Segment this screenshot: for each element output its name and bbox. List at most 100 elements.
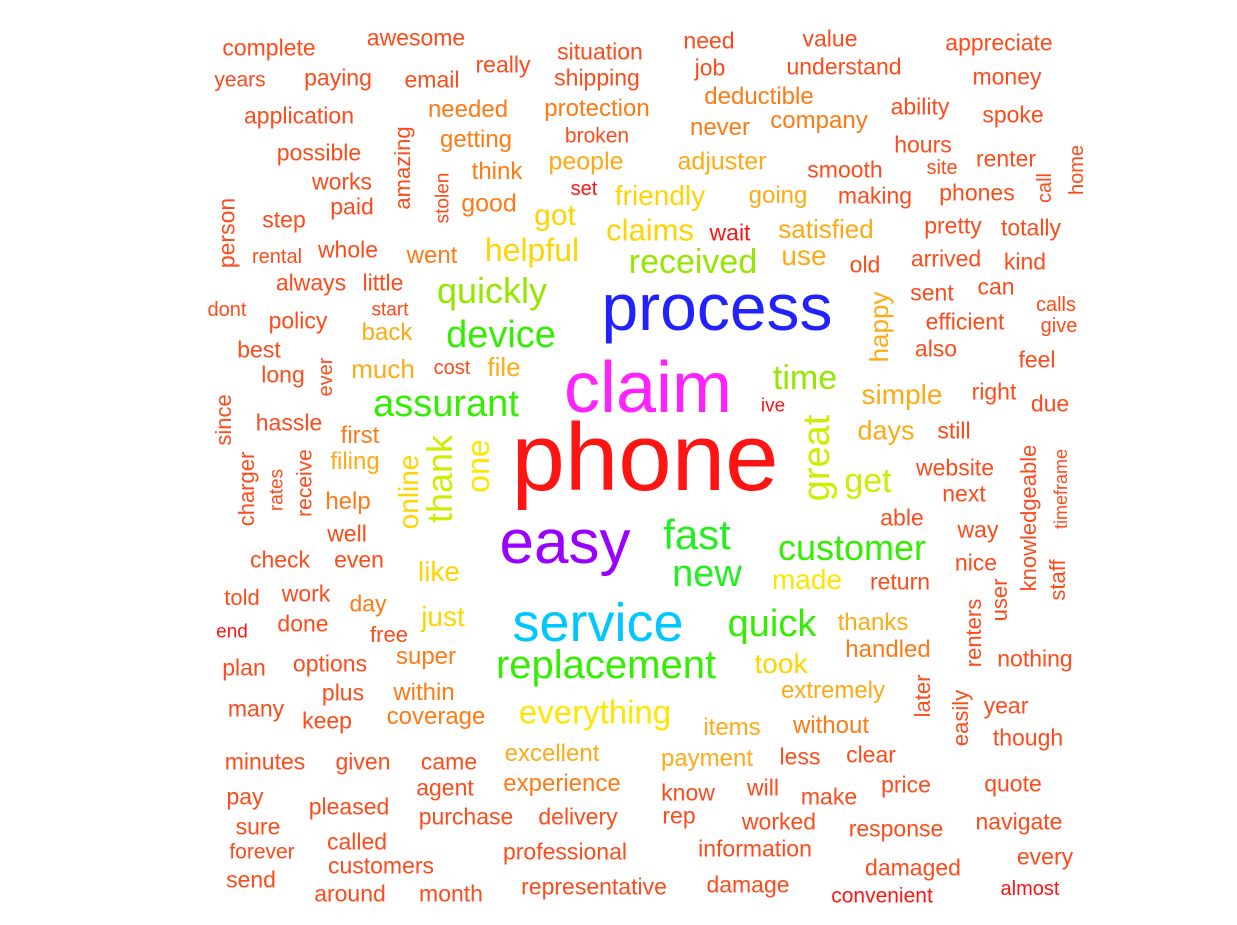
word-knowledgeable: knowledgeable [1016,444,1041,592]
word-first: first [340,422,380,449]
word-charger: charger [234,451,259,527]
word-dont: dont [207,299,247,321]
word-policy: policy [268,307,328,334]
word-device: device [446,314,556,356]
word-purchase: purchase [418,803,514,830]
word-within: within [393,679,455,706]
word-shipping: shipping [554,64,640,91]
word-totally: totally [1000,214,1062,241]
word-pay: pay [226,783,264,810]
word-know: know [661,779,715,806]
word-super: super [395,643,457,670]
word-delivery: delivery [538,803,618,830]
word-new: new [672,553,742,595]
word-items: items [703,714,761,741]
word-plus: plus [321,679,365,706]
word-hours: hours [894,131,952,158]
word-thank: thank [419,434,460,524]
word-friendly: friendly [614,180,706,211]
word-went: went [406,242,458,269]
word-quote: quote [984,770,1042,797]
word-well: well [327,520,367,547]
word-without: without [792,712,870,739]
word-easily: easily [948,689,973,747]
word-around: around [314,880,386,907]
word-given: given [335,748,391,775]
word-convenient: convenient [831,884,933,908]
word-helpful: helpful [484,232,580,268]
word-simple: simple [861,379,943,410]
word-process: process [601,270,833,344]
word-smooth: smooth [807,156,883,183]
word-worked: worked [741,808,817,835]
word-never: never [689,114,751,141]
word-can: can [977,273,1015,300]
word-fast: fast [663,511,731,558]
word-assurant: assurant [373,383,519,425]
word-ive: ive [760,395,786,417]
word-extremely: extremely [780,677,886,704]
word-damaged: damaged [865,854,961,881]
word-made: made [771,564,843,595]
word-ability: ability [890,93,950,120]
word-phones: phones [939,179,1015,206]
word-value: value [802,25,858,52]
word-also: also [914,335,958,362]
word-right: right [971,378,1017,405]
word-satisfied: satisfied [778,214,874,244]
word-done: done [277,610,329,637]
word-old: old [849,251,881,278]
word-renter: renter [975,145,1037,172]
word-clear: clear [846,741,896,768]
word-phone: phone [511,404,779,511]
word-got: got [534,199,576,232]
word-long: long [261,361,305,388]
word-told: told [224,585,260,610]
word-one: one [460,439,496,493]
word-send: send [226,866,276,893]
word-experience: experience [503,770,621,797]
word-even: even [334,546,384,573]
word-coverage: coverage [386,703,486,730]
word-going: going [748,182,808,209]
word-need: need [683,27,735,54]
word-feel: feel [1018,346,1056,373]
word-customers: customers [327,852,435,879]
word-years: years [214,68,266,92]
word-keep: keep [302,707,352,734]
word-everything: everything [518,693,672,731]
word-great: great [796,414,838,502]
word-agent: agent [416,774,474,801]
word-person: person [213,197,240,269]
word-use: use [781,240,827,271]
word-arrived: arrived [910,245,982,272]
word-protection: protection [544,95,650,122]
word-wait: wait [709,219,751,246]
word-awesome: awesome [366,24,466,51]
word-receive: receive [293,449,317,517]
word-spoke: spoke [982,101,1044,128]
word-check: check [249,546,311,573]
word-people: people [548,147,624,176]
word-give: give [1040,315,1078,337]
word-cost: cost [433,357,471,379]
word-due: due [1030,390,1070,417]
word-paid: paid [330,193,374,220]
word-appreciate: appreciate [945,29,1053,56]
word-getting: getting [439,126,513,153]
word-minutes: minutes [224,748,306,775]
word-easy: easy [499,508,631,577]
word-needed: needed [427,96,509,123]
word-almost: almost [1000,878,1060,900]
word-later: later [910,674,935,718]
word-still: still [937,417,971,444]
word-navigate: navigate [975,808,1063,835]
word-complete: complete [222,34,316,61]
word-timeframe: timeframe [1051,448,1071,530]
word-forever: forever [229,840,295,864]
word-pleased: pleased [308,793,390,820]
word-plan: plan [222,654,266,681]
word-staff: staff [1045,559,1070,601]
word-professional: professional [502,838,628,865]
